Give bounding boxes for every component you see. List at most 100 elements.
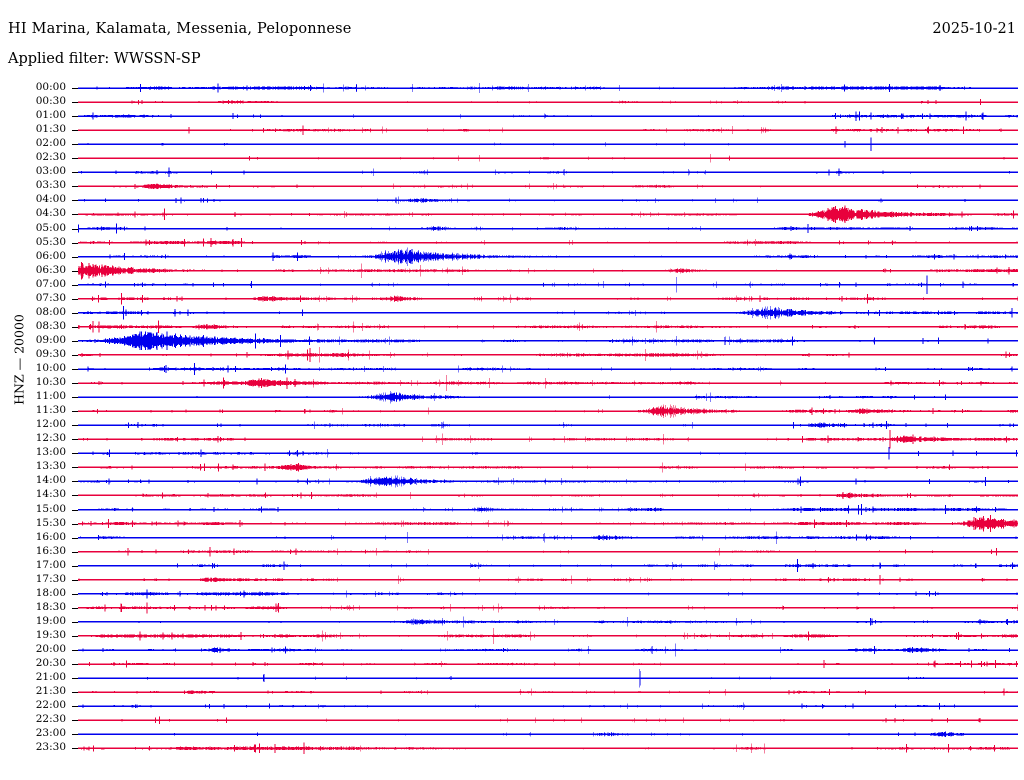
time-tick-mark (72, 579, 78, 581)
time-tick-mark (72, 748, 78, 750)
time-tick-label: 14:00 (35, 474, 66, 487)
time-tick-label: 09:00 (35, 333, 66, 346)
time-tick-label: 18:30 (35, 600, 66, 613)
time-tick-mark (72, 565, 78, 567)
record-date: 2025-10-21 (932, 21, 1016, 37)
time-tick-label: 13:00 (35, 446, 66, 459)
time-tick-mark (72, 312, 78, 314)
time-tick-mark (72, 354, 78, 356)
time-tick-label: 18:00 (35, 586, 66, 599)
time-tick-label: 10:30 (35, 376, 66, 389)
time-tick-label: 08:00 (35, 305, 66, 318)
time-tick-label: 15:00 (35, 502, 66, 515)
time-tick-mark (72, 369, 78, 370)
time-tick-label: 15:30 (35, 516, 66, 529)
trace-canvas (78, 82, 1018, 754)
time-tick-mark (72, 607, 78, 609)
page-title: HI Marina, Kalamata, Messenia, Peloponne… (8, 21, 352, 37)
time-tick-label: 16:30 (35, 544, 66, 557)
time-tick-mark (72, 509, 78, 511)
time-tick-mark (72, 467, 78, 469)
time-tick-mark (72, 537, 78, 539)
time-tick-mark (72, 593, 78, 595)
time-tick-mark (72, 298, 78, 300)
time-tick-mark (72, 340, 78, 342)
time-tick-mark (72, 88, 78, 89)
time-tick-mark (72, 186, 78, 188)
time-tick-mark (72, 383, 78, 385)
time-tick-label: 19:00 (35, 614, 66, 627)
time-tick-label: 10:00 (35, 362, 66, 374)
time-tick-label: 03:30 (35, 179, 66, 192)
time-tick-label: 02:00 (35, 137, 66, 150)
time-tick-label: 13:30 (35, 460, 66, 473)
time-tick-label: 05:30 (35, 235, 66, 248)
time-tick-mark (72, 411, 78, 413)
time-tick-mark (72, 116, 78, 118)
time-tick-mark (72, 706, 78, 708)
time-axis: 00:00 00:30 01:00 01:30 02:00 02:30 03:00 03:30… (0, 82, 78, 766)
time-tick-label: 05:00 (35, 221, 66, 234)
time-tick-label: 01:00 (35, 109, 66, 122)
time-tick-label: 04:00 (35, 193, 66, 206)
time-tick-label: 14:30 (35, 488, 66, 501)
time-tick-mark (72, 495, 78, 497)
time-tick-label: 23:00 (35, 727, 66, 740)
time-tick-label: 09:30 (35, 347, 66, 360)
time-tick-label: 21:30 (35, 685, 66, 698)
time-tick-mark (72, 650, 78, 651)
time-tick-mark (72, 200, 78, 202)
time-tick-mark (72, 130, 78, 132)
time-tick-mark (72, 172, 78, 174)
time-tick-mark (72, 734, 78, 736)
time-tick-label: 17:30 (35, 572, 66, 585)
time-tick-mark (72, 228, 78, 230)
time-tick-mark (72, 481, 78, 483)
time-tick-label: 07:00 (35, 277, 66, 290)
time-tick-mark (72, 439, 78, 441)
time-tick-label: 16:00 (35, 530, 66, 543)
time-tick-mark (72, 678, 78, 680)
time-tick-mark (72, 397, 78, 399)
time-tick-mark (72, 102, 78, 104)
time-tick-label: 00:30 (35, 95, 66, 108)
time-tick-label: 00:00 (35, 81, 66, 93)
time-tick-label: 11:00 (35, 390, 66, 403)
time-tick-mark (72, 664, 78, 666)
time-tick-mark (72, 523, 78, 525)
time-tick-label: 08:30 (35, 319, 66, 332)
time-tick-mark (72, 635, 78, 637)
time-tick-mark (72, 158, 78, 160)
time-tick-label: 07:30 (35, 291, 66, 304)
time-tick-mark (72, 551, 78, 553)
time-tick-label: 17:00 (35, 558, 66, 571)
time-tick-mark (72, 453, 78, 455)
seismogram-plot (78, 82, 1018, 766)
time-tick-label: 21:00 (35, 671, 66, 684)
time-tick-label: 06:30 (35, 263, 66, 276)
time-tick-mark (72, 326, 78, 328)
time-tick-mark (72, 692, 78, 694)
time-tick-label: 01:30 (35, 123, 66, 136)
time-tick-label: 23:30 (35, 741, 66, 754)
time-tick-mark (72, 284, 78, 286)
time-tick-label: 06:00 (35, 249, 66, 262)
time-tick-label: 11:30 (35, 404, 66, 417)
time-tick-label: 12:30 (35, 432, 66, 445)
time-tick-mark (72, 214, 78, 216)
time-tick-mark (72, 720, 78, 722)
time-tick-label: 22:00 (35, 699, 66, 712)
time-tick-mark (72, 144, 78, 146)
time-tick-mark (72, 621, 78, 623)
time-tick-label: 20:00 (35, 643, 66, 655)
time-tick-label: 22:30 (35, 713, 66, 726)
time-tick-mark (72, 256, 78, 258)
time-tick-label: 20:30 (35, 657, 66, 670)
applied-filter-label: Applied filter: WWSSN-SP (8, 51, 201, 67)
time-tick-label: 12:00 (35, 418, 66, 431)
time-tick-label: 04:30 (35, 207, 66, 220)
time-tick-mark (72, 242, 78, 244)
time-tick-label: 02:30 (35, 151, 66, 164)
time-tick-mark (72, 425, 78, 427)
